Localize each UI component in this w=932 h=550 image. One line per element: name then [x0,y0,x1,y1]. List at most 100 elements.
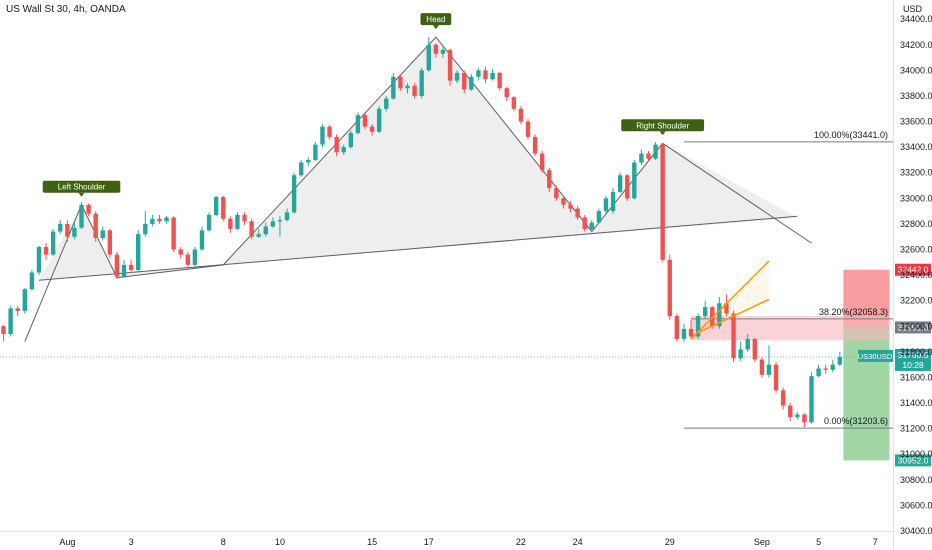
candle-body [504,88,509,98]
pattern-label-bg [42,180,121,193]
x-tick-label: 15 [367,537,377,547]
last-price-tag-bg [895,348,931,371]
candle-body [263,226,268,235]
x-tick-label: 22 [516,537,526,547]
x-tick-label: 24 [573,537,583,547]
candle-body [405,85,410,89]
y-tick-label: 31200.0 [900,424,932,434]
candle-body [795,414,800,418]
price-tag: 31991.0 [898,322,929,332]
candle-body [164,217,169,222]
candle-body [632,162,637,199]
candle-body [72,227,77,237]
candle-body [192,249,198,265]
candle-body [334,136,339,153]
symbol-tag-bg [858,349,893,362]
y-tick-label: 31000.0 [900,449,932,459]
candle-body [121,264,127,277]
candle-body [816,368,821,377]
candle-body [745,339,750,350]
currency-label: USD [902,4,922,14]
candle-body [136,234,141,270]
candle-body [830,364,835,370]
candle-body [539,153,545,171]
candle-body [86,204,91,214]
x-tick-label: 3 [129,537,134,547]
y-tick-label: 33800.0 [900,91,932,101]
pattern-label: Left Shoulder [58,183,106,192]
candle-body [79,204,84,228]
price-tag-bg [895,321,931,334]
candle-body [575,208,580,218]
candle-body [8,308,13,334]
candle-body [270,221,276,227]
candle-body [433,44,439,54]
candle-body [532,136,538,154]
candle-body [114,254,120,277]
candle-body [369,126,375,132]
candle-body [426,44,431,71]
pattern-label-bg [621,119,705,132]
candle-body [355,115,361,134]
candle-body [724,303,729,314]
candle-body [780,390,786,406]
y-tick-label: 34400.0 [900,14,932,24]
candle-body [476,70,481,77]
candle-body [447,49,453,81]
channel-fill [691,261,769,340]
price-tag-bg [895,454,931,467]
pattern-fill [38,37,798,281]
y-tick-label: 32600.0 [900,245,932,255]
candle-body [107,230,113,255]
y-tick-label: 30800.0 [900,475,932,485]
x-tick-label: 7 [873,537,878,547]
candle-body [738,349,743,359]
candle-body [483,70,488,80]
candle-body [376,108,382,132]
candle-body [391,76,396,99]
price-tag-bg [895,263,931,276]
candle-body [752,339,757,360]
x-tick-label: 8 [221,537,226,547]
fib-level-label: 0.00%(31203.6) [824,416,888,426]
fib-level-label: 100.00%(33441.0) [814,130,888,140]
candle-body [462,72,467,90]
candle-body [702,307,708,317]
candle-body [511,97,517,109]
candle-body [667,259,672,317]
y-tick-label: 31800.0 [900,347,932,357]
candle-body [1,326,6,334]
candle-body [589,222,594,230]
candle-body [603,198,609,212]
candle-body [313,144,318,160]
fib-level-label: 38.20%(32058.3) [819,307,888,317]
x-tick-label: 10 [275,537,285,547]
candle-body [412,85,417,96]
candle-body [93,213,98,238]
y-tick-label: 31400.0 [900,398,932,408]
candle-body [320,126,325,145]
candle-body [525,121,531,137]
candle-body [29,272,35,290]
candle-body [43,246,49,255]
candle-body [249,221,254,237]
candle-body [178,249,183,255]
candle-body [454,72,460,81]
pattern-label-bg [420,13,452,26]
candle-body [143,223,148,235]
y-tick-label: 34200.0 [900,40,932,50]
candle-body [766,364,772,375]
candle-body [759,359,765,375]
candle-body [185,254,191,265]
candle-body [568,204,573,209]
candle-body [36,246,42,273]
candle-body [773,364,779,391]
candle-body [242,214,247,222]
last-price-tag: 31760.5 [898,350,929,360]
candle-body [15,308,20,311]
pattern-outline [24,36,812,342]
candle-body [348,133,354,148]
candle-body [306,159,311,163]
